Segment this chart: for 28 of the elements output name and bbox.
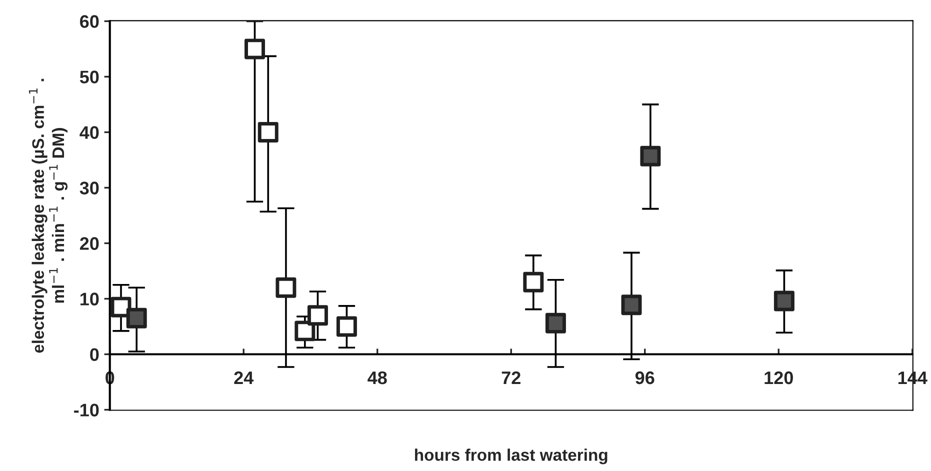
point <box>276 277 296 298</box>
y-tick-label: 60 <box>80 15 99 28</box>
point <box>244 38 265 60</box>
y-tick-label: 30 <box>80 182 99 194</box>
point <box>336 316 357 337</box>
y-tick-label: 0 <box>90 348 99 361</box>
x-axis-title: hours from last watering <box>415 448 608 464</box>
x-tick-label: 96 <box>635 371 654 384</box>
point <box>774 290 794 312</box>
x-tick-label: 24 <box>234 371 254 384</box>
y-tick-label: 20 <box>80 237 99 250</box>
y-tick-label: 50 <box>80 70 99 84</box>
point <box>523 272 544 292</box>
point <box>640 146 661 166</box>
point <box>294 320 316 342</box>
point <box>126 308 147 328</box>
point <box>545 312 566 334</box>
point <box>307 305 328 326</box>
y-tick-label: -10 <box>74 404 99 416</box>
text: electrolyte leakage rate (µS. cm$^{−1}$ . ml$^{−1}$ . min$^{−1}$ . g$^{−1}$ DM) <box>28 78 68 353</box>
y-tick-label: 10 <box>80 292 99 306</box>
x-tick-label: 72 <box>502 371 520 384</box>
point <box>110 296 132 318</box>
x-tick-label: 120 <box>764 371 793 384</box>
point <box>258 122 278 142</box>
point <box>621 294 642 316</box>
y-tick-label: 40 <box>80 126 99 139</box>
x-tick-label: 48 <box>368 371 387 384</box>
